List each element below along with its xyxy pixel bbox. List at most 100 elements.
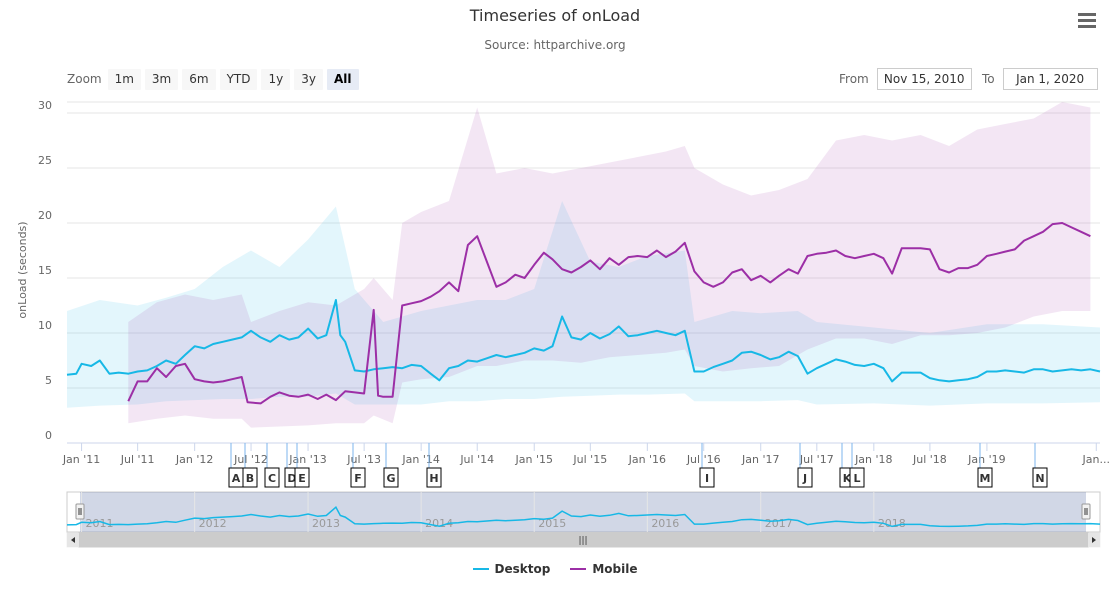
flag-label: L [853,472,860,485]
flag-label: E [298,472,306,485]
navigator-series-desktop [66,506,1101,528]
x-tick-label: Jan '18 [854,453,892,466]
y-tick-label: 20 [38,209,52,222]
zoom-label: Zoom [67,72,102,86]
y-axis-title: onLoad (seconds) [16,221,29,318]
y-tick-label: 10 [38,319,52,332]
legend-swatch-mobile [570,568,587,570]
scroll-left-arrow-icon[interactable] [67,533,79,547]
x-tick-label: Jan... [1082,453,1110,466]
legend: Desktop Mobile [0,562,1110,576]
scrollbar-grip-icon: ||| [578,536,587,546]
x-tick-label: Jan '13 [288,453,326,466]
navigator-year-label: 2012 [199,517,227,530]
flag-e[interactable]: E [294,443,310,488]
navigator-handle-left[interactable] [75,503,85,520]
y-tick-label: 25 [38,154,52,167]
navigator-year-label: 2015 [538,517,566,530]
flag-b[interactable]: B [242,443,258,488]
zoom-button-6m[interactable]: 6m [182,68,216,90]
flag-label: N [1035,472,1044,485]
chart-subtitle: Source: httparchive.org [484,38,626,52]
x-tick-label: Jul '17 [799,453,834,466]
flag-label: C [268,472,276,485]
flag-label: A [232,472,241,485]
series-line-desktop[interactable] [66,299,1101,383]
y-tick-label: 0 [45,429,52,442]
y-gridlines [67,101,1100,444]
x-axis: Jan '11 Jul '11 Jan '12 Jul '12 Jan '13 Jul '… [62,442,1110,466]
flag-g[interactable]: G [383,443,399,488]
flag-n[interactable]: N [1032,443,1048,488]
navigator-year-label: 2018 [878,517,906,530]
range-to-input[interactable]: Jan 1, 2020 [1002,68,1098,90]
range-from-input[interactable]: Nov 15, 2010 [876,68,972,90]
series-lines [66,222,1101,405]
zoom-button-3m[interactable]: 3m [144,68,179,90]
zoom-button-ytd[interactable]: YTD [219,68,258,90]
x-tick-label: Jul '12 [233,453,268,466]
x-tick-label: Jul '18 [912,453,947,466]
navigator-year-label: 2016 [651,517,679,530]
y-tick-label: 15 [38,264,52,277]
flag-label: H [429,472,438,485]
zoom-button-1y[interactable]: 1y [261,68,291,90]
legend-item-mobile[interactable]: Mobile [570,562,637,576]
series-line-mobile[interactable] [127,222,1091,405]
flag-f[interactable]: F [350,443,366,488]
x-tick-label: Jul '14 [459,453,494,466]
legend-item-desktop[interactable]: Desktop [472,562,551,576]
x-tick-label: Jan '12 [175,453,213,466]
range-from-label: From [839,72,869,86]
navigator-year-label: 2013 [312,517,340,530]
scroll-right-arrow-icon[interactable] [1088,533,1100,547]
hamburger-menu-icon[interactable] [1078,13,1096,29]
x-tick-label: Jul '11 [120,453,155,466]
navigator-handle-right[interactable] [1081,503,1091,520]
zoom-selector: Zoom 1m 3m 6m YTD 1y 3y All [67,68,363,90]
flag-label: F [354,472,362,485]
y-axis: 0 5 10 15 20 25 30 [38,99,52,442]
flag-a[interactable]: A [228,443,244,488]
chart-title: Timeseries of onLoad [469,6,641,25]
legend-swatch-desktop [472,568,489,570]
range-to: To Jan 1, 2020 [982,68,1098,90]
flag-i[interactable]: I [699,443,715,488]
flag-label: K [843,472,852,485]
stock-chart: 0 5 10 15 20 25 30 Jan '11 Jul '11 Jan '12 Jul '1… [16,99,1110,548]
x-tick-label: Jan '16 [628,453,666,466]
flag-label: G [386,472,395,485]
range-to-label: To [982,72,995,86]
scrollbar: ||| [66,532,1101,548]
x-tick-label: Jul '15 [572,453,607,466]
x-tick-label: Jul '16 [686,453,721,466]
x-tick-label: Jan '14 [401,453,439,466]
flag-label: D [287,472,296,485]
range-from: From Nov 15, 2010 [839,68,972,90]
x-tick-label: Jan '11 [62,453,100,466]
flag-h[interactable]: H [426,443,442,488]
navigator: 2011 2012 2013 2014 2015 2016 2017 2018 [66,491,1101,533]
navigator-year-label: 2014 [425,517,453,530]
legend-label-desktop: Desktop [494,562,551,576]
range-band-desktop [67,201,1100,408]
flag-m[interactable]: M [977,443,993,488]
flag-label: J [802,472,807,485]
flag-label: I [705,472,709,485]
flag-label: B [246,472,254,485]
flag-l[interactable]: L [849,443,865,488]
flag-label: M [980,472,991,485]
x-tick-label: Jan '19 [967,453,1005,466]
zoom-button-3y[interactable]: 3y [294,68,323,90]
navigator-selection [80,492,1086,532]
zoom-button-all[interactable]: All [326,68,359,90]
flag-j[interactable]: J [797,443,813,488]
y-tick-label: 30 [38,99,52,112]
navigator-year-label: 2011 [86,517,114,530]
x-tick-label: Jan '15 [514,453,552,466]
flag-c[interactable]: C [264,443,280,488]
zoom-button-1m[interactable]: 1m [107,68,141,90]
y-tick-label: 5 [45,374,52,387]
x-tick-label: Jul '13 [346,453,381,466]
